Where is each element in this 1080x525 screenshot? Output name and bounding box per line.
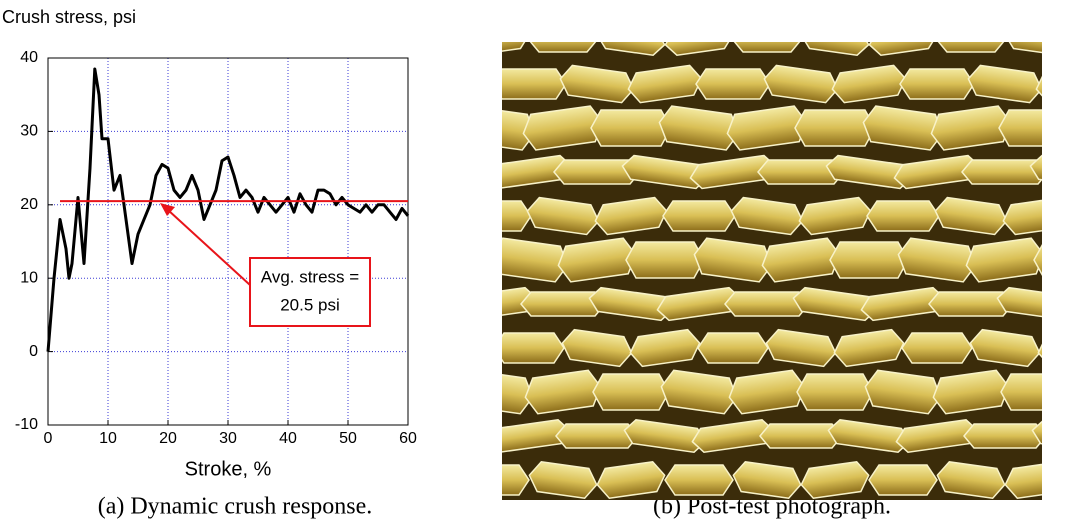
photo-cell — [590, 109, 672, 147]
photo-cell — [965, 237, 1042, 283]
photo-cell — [1031, 419, 1042, 453]
y-tick-label: -10 — [15, 416, 38, 433]
photo-cell — [901, 332, 973, 364]
photo-cell — [963, 423, 1042, 449]
photo-cell — [1002, 196, 1042, 236]
y-tick-label: 20 — [20, 196, 38, 213]
x-tick-label: 10 — [99, 430, 117, 447]
annotation-text: 20.5 psi — [280, 295, 340, 314]
photo-cell — [937, 42, 1005, 53]
photo-cell — [800, 461, 870, 499]
photo-cell — [625, 241, 705, 279]
photo-cell — [629, 328, 701, 368]
photo-cell — [697, 332, 769, 364]
x-axis-label: Stroke, % — [185, 458, 272, 480]
photo-cell — [998, 109, 1042, 147]
photo-cell — [868, 42, 938, 57]
x-tick-label: 0 — [44, 430, 53, 447]
x-tick-label: 50 — [339, 430, 357, 447]
data-line — [46, 67, 410, 352]
photo-cell — [833, 328, 905, 368]
y-tick-label: 0 — [29, 343, 38, 360]
annotation-arrow — [167, 209, 251, 286]
photo-cell — [664, 464, 734, 496]
photo-cell — [796, 373, 874, 411]
photo-cell — [866, 200, 940, 232]
photo-cell — [664, 42, 734, 57]
photo-cell — [961, 159, 1042, 185]
photo-cell — [794, 109, 876, 147]
x-tick-label: 60 — [399, 430, 417, 447]
plot-frame — [47, 57, 409, 426]
y-tick-label: 40 — [20, 49, 38, 66]
arrow-head — [160, 203, 175, 216]
photo-cell — [502, 464, 530, 496]
photo-cell — [1037, 328, 1042, 368]
photo-cell — [592, 373, 670, 411]
annotation-box — [249, 257, 371, 327]
x-tick-label: 20 — [159, 430, 177, 447]
photo-cell — [502, 332, 565, 364]
x-tick-label: 40 — [279, 430, 297, 447]
photo-cell — [829, 241, 909, 279]
y-axis-label: Crush stress, psi — [2, 7, 136, 27]
photo-cell — [555, 423, 639, 449]
y-tick-label: 10 — [20, 269, 38, 286]
photo-cell — [996, 286, 1042, 322]
photo-cell — [899, 68, 975, 100]
photo-cell — [1004, 42, 1042, 57]
photo-cell — [502, 200, 532, 232]
photograph — [502, 42, 1042, 500]
photo-cell — [695, 68, 771, 100]
photo-cell — [1000, 373, 1042, 411]
photo-cell — [759, 423, 843, 449]
x-tick-label: 30 — [219, 430, 237, 447]
photo-cell — [596, 461, 666, 499]
photo-cell — [733, 42, 801, 53]
photo-cell — [1029, 154, 1042, 190]
photo-cell — [502, 42, 530, 57]
photo-cell — [1004, 461, 1042, 499]
photo-cell — [662, 200, 736, 232]
photo-cell — [529, 42, 597, 53]
photo-cell — [502, 68, 567, 100]
photo-cell — [1033, 244, 1042, 276]
photo-cell — [868, 464, 938, 496]
y-tick-label: 30 — [20, 123, 38, 140]
annotation-text: Avg. stress = — [261, 267, 359, 286]
caption: (a) Dynamic crush response. — [98, 494, 373, 520]
